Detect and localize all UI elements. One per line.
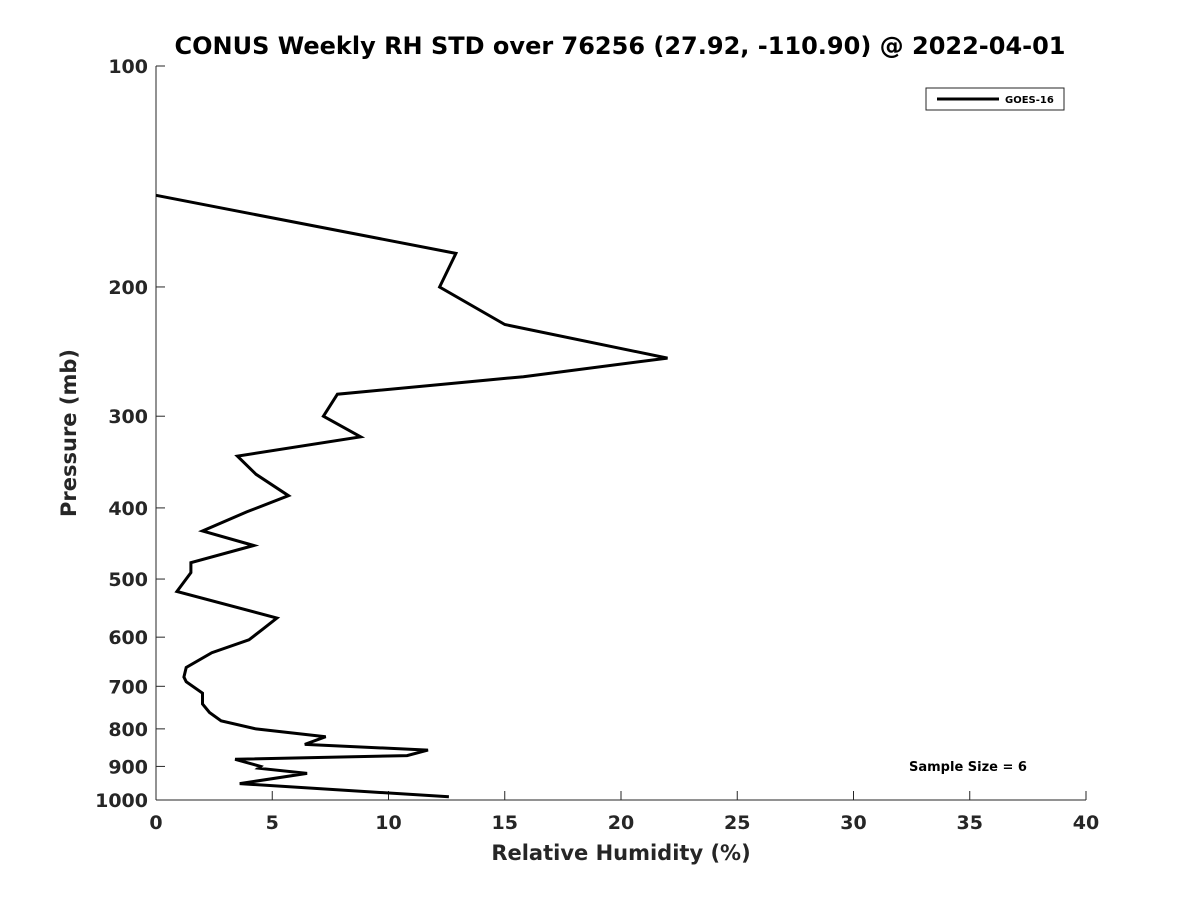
y-tick-label: 500	[108, 569, 148, 591]
y-tick-label: 200	[108, 277, 148, 299]
x-tick-label: 20	[608, 812, 634, 834]
x-tick-label: 30	[840, 812, 866, 834]
y-tick-label: 1000	[95, 790, 148, 812]
x-tick-label: 25	[724, 812, 750, 834]
x-tick-label: 15	[492, 812, 518, 834]
chart-title: CONUS Weekly RH STD over 76256 (27.92, -…	[174, 32, 1065, 60]
x-tick-label: 35	[957, 812, 983, 834]
x-tick-label: 40	[1073, 812, 1099, 834]
axes	[155, 66, 1086, 801]
y-axis-title: Pressure (mb)	[57, 349, 81, 517]
y-tick-label: 400	[108, 498, 148, 520]
x-tick-label: 0	[149, 812, 162, 834]
y-tick-label: 100	[108, 56, 148, 78]
sample-size-annotation: Sample Size = 6	[909, 760, 1027, 775]
y-tick-label: 900	[108, 756, 148, 778]
y-tick-label: 300	[108, 406, 148, 428]
x-ticks: 0 5 10 15 20 25 30 35 40	[149, 791, 1099, 834]
y-tick-label: 800	[108, 719, 148, 741]
x-axis-title: Relative Humidity (%)	[491, 841, 750, 865]
y-tick-label: 700	[108, 676, 148, 698]
x-tick-label: 5	[266, 812, 279, 834]
x-tick-label: 10	[375, 812, 401, 834]
legend-label: GOES-16	[1005, 95, 1054, 106]
y-tick-label: 600	[108, 627, 148, 649]
series-line-goes-16	[155, 193, 668, 799]
legend: GOES-16	[925, 87, 1065, 111]
y-ticks: 100 200 300 400 500 600 700 800 900 1000	[95, 56, 165, 812]
